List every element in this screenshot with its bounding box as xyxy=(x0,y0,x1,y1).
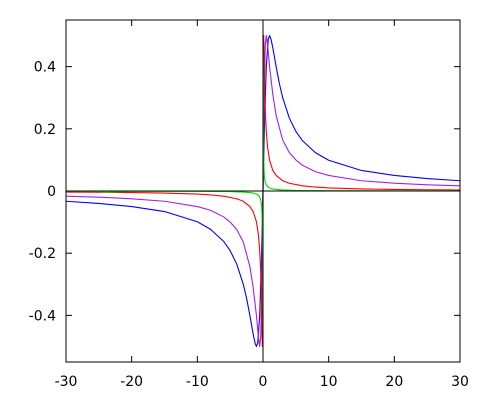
plot-frame xyxy=(65,19,461,363)
y-tick-label: -0.2 xyxy=(29,246,56,262)
x-tick-label: 30 xyxy=(451,374,469,390)
x-tick-label: -10 xyxy=(186,374,209,390)
y-tick-label: 0.4 xyxy=(34,60,56,76)
y-tick-label: 0.2 xyxy=(34,122,56,138)
axes-layer xyxy=(66,20,460,362)
y-tick-label: 0 xyxy=(47,184,56,200)
x-tick-label: -30 xyxy=(55,374,78,390)
y-tick-label: -0.4 xyxy=(29,308,56,324)
x-tick-label: 0 xyxy=(259,374,268,390)
x-tick-label: 10 xyxy=(320,374,338,390)
ticks-layer: -30 -20 -10 0 10 20 30 -0.4 -0.2 0 0.2 0.4 xyxy=(29,20,469,390)
x-tick-label: -20 xyxy=(120,374,143,390)
x-tick-label: 20 xyxy=(385,374,403,390)
